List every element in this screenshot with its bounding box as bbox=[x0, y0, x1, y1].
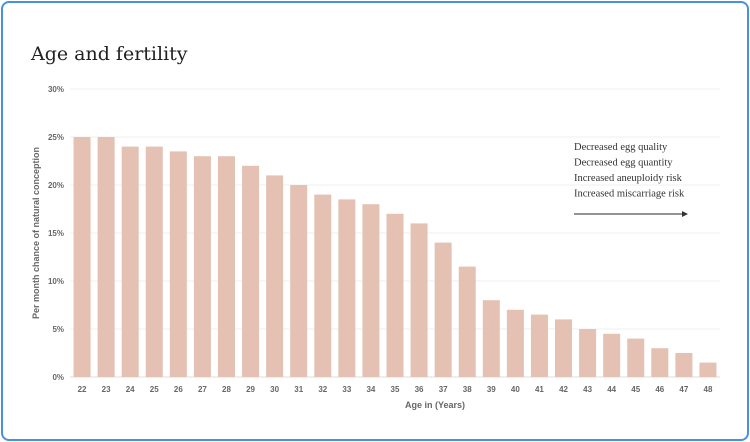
y-tick-label: 0% bbox=[52, 373, 64, 382]
x-tick-label: 46 bbox=[655, 385, 664, 394]
chart-title: Age and fertility bbox=[31, 43, 188, 65]
x-tick-label: 43 bbox=[583, 385, 592, 394]
x-tick-label: 27 bbox=[198, 385, 207, 394]
bar-44 bbox=[603, 333, 621, 377]
y-tick-label: 5% bbox=[52, 325, 64, 334]
annotation-text: Increased miscarriage risk bbox=[574, 189, 685, 200]
bar-33 bbox=[338, 199, 356, 377]
bar-26 bbox=[169, 151, 187, 377]
bar-29 bbox=[242, 165, 260, 377]
x-tick-label: 25 bbox=[150, 385, 159, 394]
x-tick-label: 29 bbox=[246, 385, 255, 394]
bar-23 bbox=[97, 137, 115, 377]
bar-38 bbox=[458, 266, 476, 377]
bar-43 bbox=[579, 329, 597, 377]
y-tick-label: 25% bbox=[48, 133, 64, 142]
x-tick-label: 23 bbox=[102, 385, 111, 394]
x-tick-label: 32 bbox=[318, 385, 327, 394]
y-tick-label: 20% bbox=[48, 181, 64, 190]
bar-48 bbox=[699, 362, 717, 377]
x-tick-label: 30 bbox=[270, 385, 279, 394]
x-tick-label: 38 bbox=[463, 385, 472, 394]
x-tick-label: 42 bbox=[559, 385, 568, 394]
x-tick-label: 39 bbox=[487, 385, 496, 394]
y-axis-label: Per month chance of natural conception bbox=[31, 147, 41, 319]
x-tick-label: 47 bbox=[679, 385, 688, 394]
x-axis-label: Age in (Years) bbox=[405, 400, 465, 410]
x-tick-label: 36 bbox=[415, 385, 424, 394]
bar-41 bbox=[530, 314, 548, 377]
x-tick-label: 34 bbox=[366, 385, 375, 394]
x-tick-label: 44 bbox=[607, 385, 616, 394]
x-tick-label: 31 bbox=[294, 385, 303, 394]
x-tick-label: 33 bbox=[342, 385, 351, 394]
bar-27 bbox=[193, 156, 211, 377]
bar-46 bbox=[651, 348, 669, 377]
annotation-text: Decreased egg quality bbox=[574, 142, 668, 153]
x-tick-label: 37 bbox=[439, 385, 448, 394]
bar-35 bbox=[386, 213, 404, 377]
y-tick-label: 10% bbox=[48, 277, 64, 286]
bar-40 bbox=[506, 309, 524, 377]
x-tick-label: 24 bbox=[126, 385, 135, 394]
bar-37 bbox=[434, 242, 452, 377]
bar-47 bbox=[675, 353, 693, 377]
y-tick-label: 30% bbox=[48, 85, 64, 94]
x-tick-label: 22 bbox=[78, 385, 87, 394]
annotation-text: Decreased egg quantity bbox=[574, 158, 673, 169]
annotation-text: Increased aneuploidy risk bbox=[574, 173, 683, 184]
x-tick-label: 40 bbox=[511, 385, 520, 394]
bar-45 bbox=[627, 338, 645, 377]
bar-22 bbox=[73, 137, 91, 377]
bar-30 bbox=[266, 175, 284, 377]
x-tick-label: 35 bbox=[391, 385, 400, 394]
bar-24 bbox=[121, 146, 139, 377]
y-tick-label: 15% bbox=[48, 229, 64, 238]
x-tick-label: 26 bbox=[174, 385, 183, 394]
bar-39 bbox=[482, 300, 500, 377]
bar-32 bbox=[314, 194, 332, 377]
bar-42 bbox=[555, 319, 573, 377]
x-tick-label: 28 bbox=[222, 385, 231, 394]
bar-25 bbox=[145, 146, 163, 377]
x-tick-label: 41 bbox=[535, 385, 544, 394]
x-tick-label: 45 bbox=[631, 385, 640, 394]
x-tick-label: 48 bbox=[704, 385, 713, 394]
bar-31 bbox=[290, 185, 308, 377]
bar-34 bbox=[362, 204, 380, 377]
bar-36 bbox=[410, 223, 428, 377]
arrow-head-icon bbox=[682, 211, 688, 217]
bar-28 bbox=[217, 156, 235, 377]
